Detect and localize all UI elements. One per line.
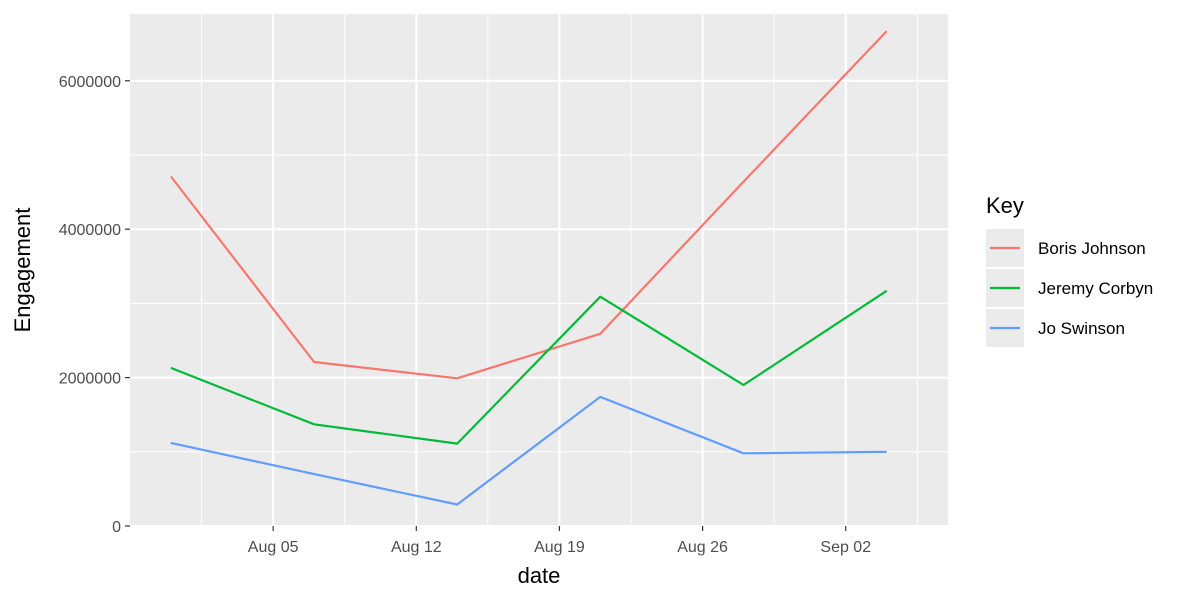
series-line-jeremy-corbyn <box>170 289 888 445</box>
y-tick-label: 4000000 <box>59 222 121 239</box>
x-tick-label: Aug 19 <box>534 539 585 556</box>
x-axis-title: date <box>518 563 561 588</box>
x-tick-label: Sep 02 <box>820 539 871 556</box>
series-lines <box>170 30 888 506</box>
legend: Key Boris Johnson Jeremy Corbyn Jo Swinson <box>986 193 1153 347</box>
series-line-jo-swinson <box>170 395 887 506</box>
x-axis: Aug 05 Aug 12 Aug 19 Aug 26 Sep 02 <box>248 526 871 556</box>
legend-item-jo-swinson: Jo Swinson <box>986 309 1125 347</box>
legend-label: Jeremy Corbyn <box>1038 279 1153 298</box>
y-tick-label: 0 <box>112 519 121 536</box>
legend-label: Boris Johnson <box>1038 239 1146 258</box>
x-tick-label: Aug 26 <box>677 539 728 556</box>
x-tick-label: Aug 12 <box>391 539 442 556</box>
legend-item-boris-johnson: Boris Johnson <box>986 229 1146 267</box>
series-line-boris-johnson <box>170 30 888 380</box>
x-tick-label: Aug 05 <box>248 539 299 556</box>
y-axis-title: Engagement <box>10 208 35 333</box>
y-tick-label: 2000000 <box>59 371 121 388</box>
y-axis: 0 2000000 4000000 6000000 <box>59 74 130 536</box>
y-tick-label: 6000000 <box>59 74 121 91</box>
plot-panel <box>130 14 948 526</box>
legend-label: Jo Swinson <box>1038 319 1125 338</box>
legend-title: Key <box>986 193 1024 218</box>
major-gridlines <box>130 14 948 527</box>
legend-item-jeremy-corbyn: Jeremy Corbyn <box>986 269 1153 307</box>
